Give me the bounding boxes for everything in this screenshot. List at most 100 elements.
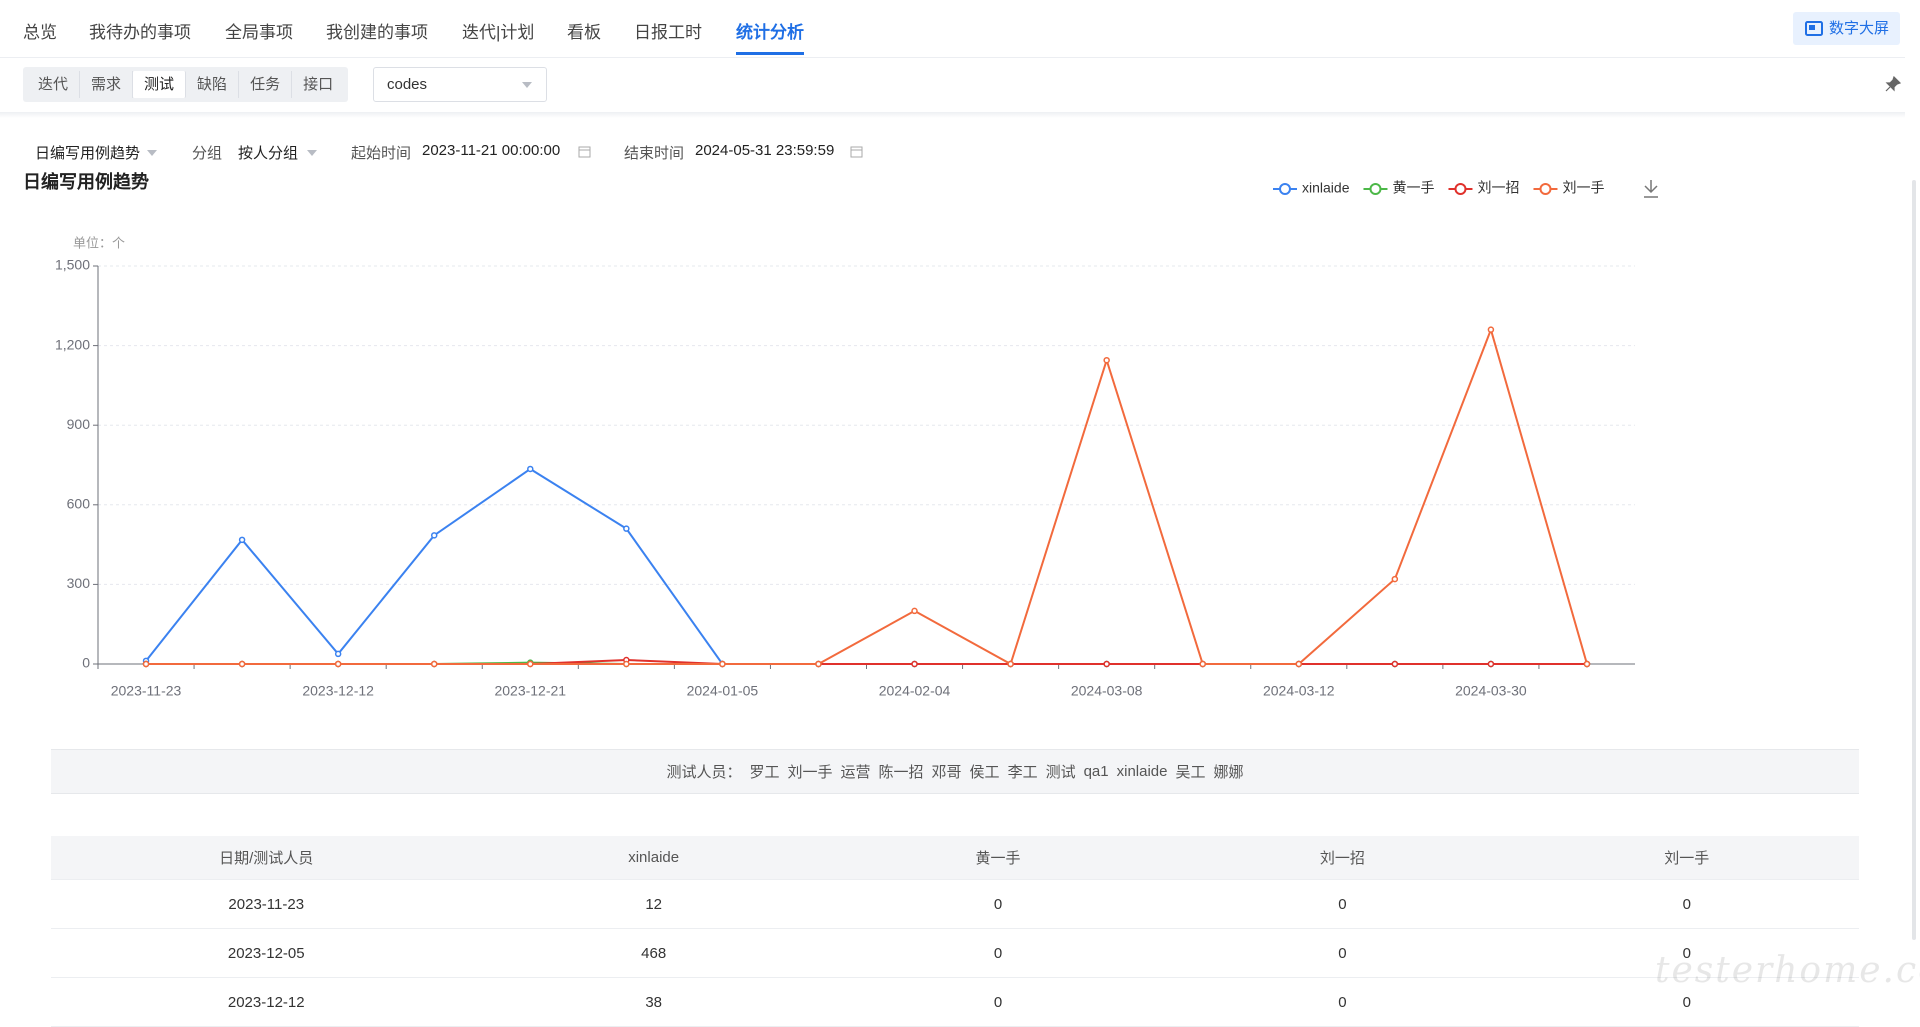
point — [334, 650, 342, 658]
unit-label: 单位：个 — [73, 235, 125, 250]
project-select[interactable]: codes — [373, 67, 547, 102]
series-line — [146, 326, 1588, 666]
nav-item[interactable]: 我待办的事项 — [89, 23, 191, 42]
screen-icon — [1805, 21, 1823, 36]
x-tick-label: 2023-12-21 — [494, 683, 566, 699]
x-tick-label: 2024-02-04 — [879, 683, 951, 699]
y-tick-label: 900 — [67, 416, 91, 432]
point — [911, 660, 918, 668]
y-tick-label: 0 — [82, 655, 90, 671]
legend-marker — [1454, 183, 1467, 195]
data-table: 日期/测试人员 xinlaide 黄一手 刘一招 刘一手 2023-11-23 12 0 0 0 2… — [51, 836, 1859, 1027]
table-cell: 0 — [1682, 895, 1691, 913]
tester-name: 测试 — [1045, 764, 1076, 781]
table-cell: 0 — [1338, 895, 1347, 913]
tester-name: 罗工 — [749, 764, 780, 781]
watermark: testerhome.com — [1655, 950, 1920, 991]
table-cell: 2023-12-12 — [227, 993, 305, 1011]
start-label: 起始时间 — [351, 145, 412, 162]
nav-item[interactable]: 统计分析 — [736, 18, 804, 55]
nav-item[interactable]: 我创建的事项 — [326, 23, 428, 42]
chart-title: 日编写用例趋势 — [23, 171, 149, 192]
header-cell: 日期/测试人员 — [219, 850, 314, 867]
tester-list: 测试人员： 罗工 刘一手 运营 陈一招 邓哥 侯工 李工 测试 qa1 xinlaide 吴工 娜娜 — [51, 749, 1859, 794]
table-cell: 0 — [1338, 944, 1347, 962]
table-cell: 0 — [1338, 993, 1347, 1011]
legend-label[interactable]: 黄一手 — [1392, 180, 1434, 196]
nav-item[interactable]: 全局事项 — [225, 23, 293, 42]
nav-item[interactable]: 日报工时 — [634, 23, 702, 42]
header-cell: 黄一手 — [975, 850, 1021, 867]
tester-name: 邓哥 — [931, 764, 962, 781]
legend-label[interactable]: xinlaide — [1302, 180, 1350, 196]
header-cell: xinlaide — [628, 849, 680, 866]
y-tick-label: 1,200 — [55, 336, 90, 352]
point — [1103, 660, 1110, 668]
nav-item[interactable]: 总览 — [23, 23, 57, 42]
x-tick-label: 2024-01-05 — [687, 683, 759, 699]
end-date[interactable]: 2024-05-31 23:59:59 — [695, 142, 835, 159]
group-label: 分组 — [192, 145, 223, 162]
tester-name: qa1 — [1083, 763, 1109, 780]
report-select[interactable]: 日编写用例趋势 — [35, 145, 141, 162]
series-line — [145, 467, 1587, 665]
module-tab[interactable]: 测试 — [133, 71, 187, 98]
table-row: 2023-11-23 12 0 0 0 — [51, 880, 1859, 929]
point — [911, 607, 918, 615]
select-value: codes — [387, 76, 428, 93]
table-cell: 0 — [993, 993, 1003, 1011]
x-tick-label: 2023-12-12 — [302, 683, 374, 699]
point — [1487, 326, 1495, 333]
legend-label[interactable]: 刘一招 — [1477, 180, 1519, 196]
scrollbar[interactable] — [1912, 180, 1916, 940]
end-label: 结束时间 — [624, 145, 685, 162]
module-tab[interactable]: 需求 — [80, 71, 134, 98]
chart: 日编写用例趋势 单位：个 0 300 600 900 1,200 1,500 2023-11… — [23, 171, 1658, 699]
legend-label[interactable]: 刘一手 — [1562, 180, 1604, 196]
x-tick-label: 2023-11-23 — [111, 683, 182, 699]
point — [527, 465, 534, 473]
header-cell: 刘一手 — [1664, 850, 1710, 867]
point — [815, 660, 822, 668]
point — [1295, 660, 1303, 668]
point — [142, 660, 150, 668]
point — [238, 536, 246, 544]
point — [1583, 660, 1591, 668]
y-tick-label: 300 — [67, 575, 91, 591]
table-cell: 2023-12-05 — [227, 944, 305, 962]
table-row: 2023-12-12 38 0 0 0 — [51, 978, 1859, 1027]
point — [1391, 575, 1399, 583]
download-icon[interactable] — [1644, 180, 1658, 198]
nav-item[interactable]: 迭代|计划 — [462, 23, 535, 42]
table-cell: 0 — [1682, 944, 1691, 962]
nav-item[interactable]: 看板 — [567, 23, 601, 42]
table-header: 日期/测试人员 xinlaide 黄一手 刘一招 刘一手 — [51, 836, 1859, 880]
point — [430, 660, 438, 668]
tester-name: 侯工 — [969, 764, 1000, 781]
start-date[interactable]: 2023-11-21 00:00:00 — [422, 142, 561, 159]
divider-shadow — [0, 112, 1905, 118]
table-cell: 0 — [993, 944, 1003, 962]
module-tab[interactable]: 迭代 — [27, 71, 81, 98]
module-tab[interactable]: 接口 — [303, 76, 334, 93]
pin-icon[interactable] — [1885, 76, 1901, 92]
module-tab[interactable]: 任务 — [239, 71, 293, 98]
screen-button[interactable]: 数字大屏 — [1793, 12, 1900, 45]
table-row: 2023-12-05 468 0 0 0 — [51, 929, 1859, 978]
tester-name: 李工 — [1007, 764, 1038, 781]
module-tab[interactable]: 缺陷 — [186, 71, 240, 98]
module-tabs: 迭代 需求 测试 缺陷 任务 接口 — [23, 67, 349, 102]
screen-button-label: 数字大屏 — [1829, 20, 1890, 37]
legend-marker — [1279, 183, 1291, 195]
point — [623, 660, 630, 668]
select-caret — [522, 82, 532, 88]
table-cell: 2023-11-23 — [228, 895, 305, 913]
x-tick-label: 2024-03-08 — [1071, 683, 1143, 699]
table-cell: 468 — [641, 944, 667, 962]
x-tick-label: 2024-03-30 — [1455, 683, 1527, 699]
tester-name: 运营 — [840, 764, 871, 781]
group-select[interactable]: 按人分组 — [238, 145, 299, 162]
y-tick-label: 600 — [67, 496, 91, 512]
point — [1391, 660, 1399, 668]
